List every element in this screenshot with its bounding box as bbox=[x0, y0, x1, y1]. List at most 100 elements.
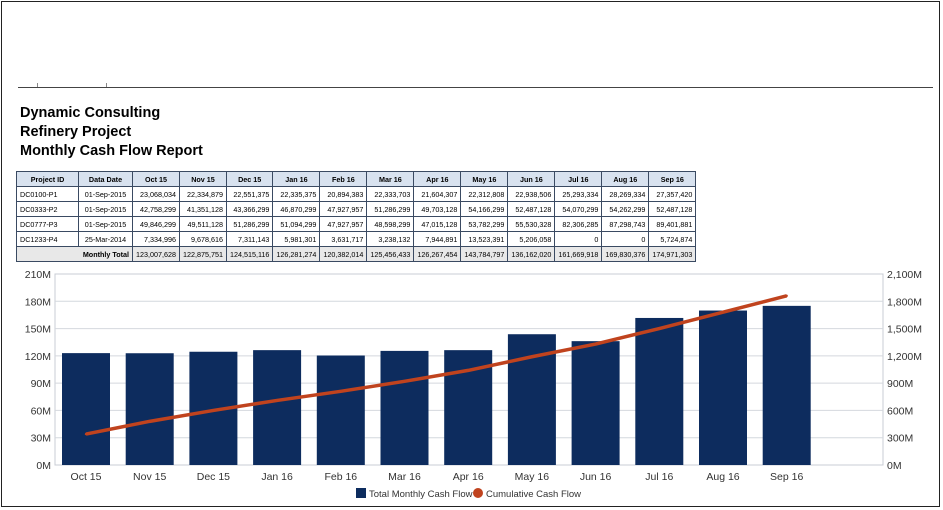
value-cell: 22,551,375 bbox=[225, 186, 274, 202]
y-tick-label-left: 90M bbox=[31, 378, 51, 390]
total-cell: 161,669,918 bbox=[554, 246, 603, 262]
column-header: Mar 16 bbox=[366, 171, 415, 187]
total-cell: 126,281,274 bbox=[272, 246, 321, 262]
x-tick-label: Apr 16 bbox=[453, 471, 484, 483]
line-point bbox=[467, 369, 470, 372]
column-header: Jan 16 bbox=[272, 171, 321, 187]
total-row: Monthly Total 123,007,628 122,875,751 124,5… bbox=[16, 246, 697, 262]
total-cell: 136,162,020 bbox=[507, 246, 556, 262]
value-cell: 7,311,143 bbox=[225, 231, 274, 247]
column-header: May 16 bbox=[460, 171, 509, 187]
table-row: DC1233-P4 25-Mar-2014 7,334,996 9,678,616 7,… bbox=[16, 231, 697, 247]
legend-label: Total Monthly Cash Flow bbox=[369, 489, 473, 500]
total-cell: 125,456,433 bbox=[366, 246, 415, 262]
line-point bbox=[721, 311, 725, 314]
total-label: Monthly Total bbox=[16, 246, 133, 262]
value-cell: 7,334,996 bbox=[132, 231, 180, 247]
value-cell: 51,286,299 bbox=[366, 201, 415, 217]
value-cell: 23,068,034 bbox=[132, 186, 180, 202]
value-cell: 0 bbox=[601, 231, 650, 247]
total-cell: 124,515,116 bbox=[225, 246, 274, 262]
column-header: Data Date bbox=[78, 171, 133, 187]
value-cell: 82,306,285 bbox=[554, 216, 603, 232]
value-cell: 54,070,299 bbox=[554, 201, 603, 217]
value-cell: 5,206,058 bbox=[507, 231, 556, 247]
x-tick-label: Nov 15 bbox=[133, 471, 166, 483]
value-cell: 13,523,391 bbox=[460, 231, 509, 247]
y-tick-label-left: 60M bbox=[31, 405, 51, 417]
value-cell: 47,927,957 bbox=[319, 216, 368, 232]
line-point bbox=[339, 390, 342, 393]
y-tick-label-left: 180M bbox=[25, 296, 51, 308]
data-date-cell: 01-Sep-2015 bbox=[78, 186, 133, 202]
value-cell: 22,333,703 bbox=[366, 186, 415, 202]
data-date-cell: 01-Sep-2015 bbox=[78, 201, 133, 217]
total-cell: 123,007,628 bbox=[132, 246, 180, 262]
bar bbox=[571, 341, 620, 465]
x-tick-label: Jul 16 bbox=[645, 471, 673, 483]
value-cell: 54,262,299 bbox=[601, 201, 650, 217]
total-cell: 122,875,751 bbox=[178, 246, 227, 262]
value-cell: 51,094,299 bbox=[272, 216, 321, 232]
value-cell: 53,782,299 bbox=[460, 216, 509, 232]
bar bbox=[380, 350, 429, 465]
data-date-cell: 25-Mar-2014 bbox=[78, 231, 133, 247]
column-header: Feb 16 bbox=[319, 171, 368, 187]
value-cell: 89,401,881 bbox=[648, 216, 697, 232]
x-tick-label: Jun 16 bbox=[580, 471, 612, 483]
divider-tick bbox=[37, 83, 38, 87]
line-point bbox=[658, 327, 661, 330]
total-cell: 126,267,454 bbox=[413, 246, 462, 262]
value-cell: 28,269,334 bbox=[601, 186, 650, 202]
value-cell: 21,604,307 bbox=[413, 186, 462, 202]
value-cell: 49,846,299 bbox=[132, 216, 180, 232]
project-id-cell: DC0100-P1 bbox=[16, 186, 79, 202]
y-tick-label-right: 300M bbox=[887, 433, 913, 445]
value-cell: 87,298,743 bbox=[601, 216, 650, 232]
value-cell: 27,357,420 bbox=[648, 186, 697, 202]
cash-flow-chart: 0M 0M 30M 300M 60M 600M 90M 900M 120M 1,200M 150M 1… bbox=[25, 269, 922, 500]
bar bbox=[316, 355, 365, 465]
value-cell: 52,487,128 bbox=[507, 201, 556, 217]
value-cell: 22,312,808 bbox=[460, 186, 509, 202]
value-cell: 52,487,128 bbox=[648, 201, 697, 217]
column-header: Apr 16 bbox=[413, 171, 462, 187]
y-tick-label-right: 0M bbox=[887, 460, 902, 472]
column-header: Project ID bbox=[16, 171, 79, 187]
column-header: Sep 16 bbox=[648, 171, 697, 187]
value-cell: 3,238,132 bbox=[366, 231, 415, 247]
total-cell: 169,830,376 bbox=[601, 246, 650, 262]
y-tick-label-right: 1,500M bbox=[887, 324, 922, 336]
value-cell: 42,758,299 bbox=[132, 201, 180, 217]
company-name: Dynamic Consulting bbox=[20, 105, 161, 121]
x-tick-label: Mar 16 bbox=[388, 471, 421, 483]
value-cell: 25,293,334 bbox=[554, 186, 603, 202]
value-cell: 9,678,616 bbox=[178, 231, 227, 247]
line-point bbox=[275, 399, 279, 402]
line-point bbox=[148, 420, 151, 423]
line-point bbox=[403, 380, 406, 383]
report-titles: Dynamic Consulting Refinery Project Mont… bbox=[20, 104, 203, 161]
y-tick-label-left: 120M bbox=[25, 351, 51, 363]
bar bbox=[62, 353, 110, 465]
column-header: Oct 15 bbox=[132, 171, 180, 187]
table-row: DC0777-P3 01-Sep-2015 49,846,299 49,511,128… bbox=[16, 216, 697, 232]
bar bbox=[635, 317, 684, 465]
bar bbox=[253, 350, 302, 465]
project-name: Refinery Project bbox=[20, 124, 132, 140]
y-tick-label-right: 900M bbox=[887, 378, 913, 390]
project-id-cell: DC0333-P2 bbox=[16, 201, 79, 217]
value-cell: 22,335,375 bbox=[272, 186, 321, 202]
value-cell: 7,944,891 bbox=[413, 231, 462, 247]
column-header: Jul 16 bbox=[554, 171, 603, 187]
line-point bbox=[84, 432, 88, 436]
value-cell: 54,166,299 bbox=[460, 201, 509, 217]
data-date-cell: 01-Sep-2015 bbox=[78, 216, 133, 232]
value-cell: 46,870,299 bbox=[272, 201, 321, 217]
y-tick-label-right: 1,800M bbox=[887, 296, 922, 308]
x-tick-label: May 16 bbox=[515, 471, 550, 483]
legend-swatch-bars bbox=[356, 488, 366, 498]
column-header: Dec 15 bbox=[225, 171, 274, 187]
line-point bbox=[785, 294, 788, 298]
